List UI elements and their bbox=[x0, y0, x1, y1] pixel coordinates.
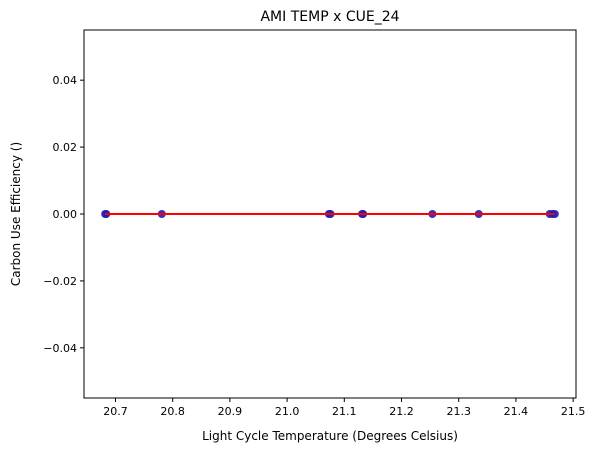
axes: 20.7 20.8 20.9 21.0 21.1 21.2 21.3 21.4 21.5 −0.0… bbox=[43, 29, 586, 418]
y-tick-label: −0.02 bbox=[43, 275, 77, 288]
y-axis-label: Carbon Use Efficiency () bbox=[9, 142, 23, 286]
x-tick-label: 20.9 bbox=[218, 405, 243, 418]
x-tick-label: 21.3 bbox=[446, 405, 471, 418]
y-tick-label: 0.02 bbox=[53, 141, 78, 154]
x-tick-label: 21.2 bbox=[389, 405, 414, 418]
y-tick-label: −0.04 bbox=[43, 342, 77, 355]
x-tick-label: 20.8 bbox=[160, 405, 185, 418]
chart-title: AMI TEMP x CUE_24 bbox=[260, 9, 399, 25]
x-tick-label: 21.1 bbox=[332, 405, 357, 418]
x-axis-label: Light Cycle Temperature (Degrees Celsius… bbox=[202, 429, 458, 443]
x-tick-label: 20.7 bbox=[103, 405, 128, 418]
y-tick-label: 0.00 bbox=[53, 208, 78, 221]
x-tick-label: 21.0 bbox=[275, 405, 300, 418]
y-tick-label: 0.04 bbox=[53, 74, 78, 87]
x-tick-label: 21.5 bbox=[561, 405, 586, 418]
x-tick-label: 21.4 bbox=[504, 405, 529, 418]
plot-area bbox=[101, 210, 559, 218]
